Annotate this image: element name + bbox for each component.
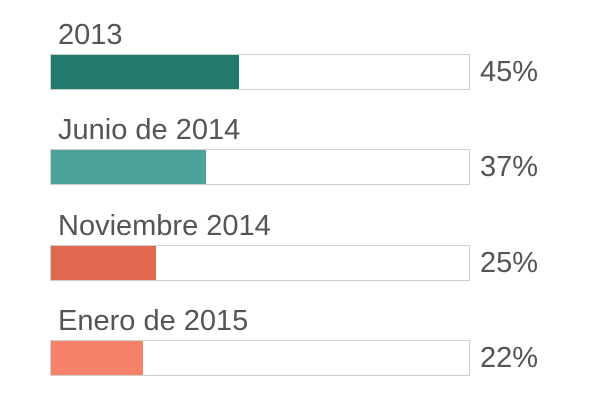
- bar-track: [50, 245, 470, 281]
- bar-row: 2013 45%: [50, 18, 570, 108]
- bar-category-label: 2013: [58, 19, 123, 51]
- bar-category-label: Noviembre 2014: [58, 210, 271, 242]
- bar-track: [50, 340, 470, 376]
- bar-fill: [51, 246, 156, 280]
- bar-value-label: 45%: [480, 56, 539, 88]
- bar-row: Enero de 2015 22%: [50, 304, 570, 394]
- bar-category-label: Junio de 2014: [58, 114, 241, 146]
- bar-fill: [51, 150, 206, 184]
- bar-fill: [51, 55, 240, 89]
- bar-row: Noviembre 2014 25%: [50, 209, 570, 299]
- bar-row: Junio de 2014 37%: [50, 113, 570, 203]
- bar-value-label: 37%: [480, 151, 539, 183]
- bar-category-label: Enero de 2015: [58, 305, 249, 337]
- bar-track: [50, 149, 470, 185]
- bar-value-label: 25%: [480, 247, 539, 279]
- bar-value-label: 22%: [480, 342, 539, 374]
- bar-track: [50, 54, 470, 90]
- bar-fill: [51, 341, 143, 375]
